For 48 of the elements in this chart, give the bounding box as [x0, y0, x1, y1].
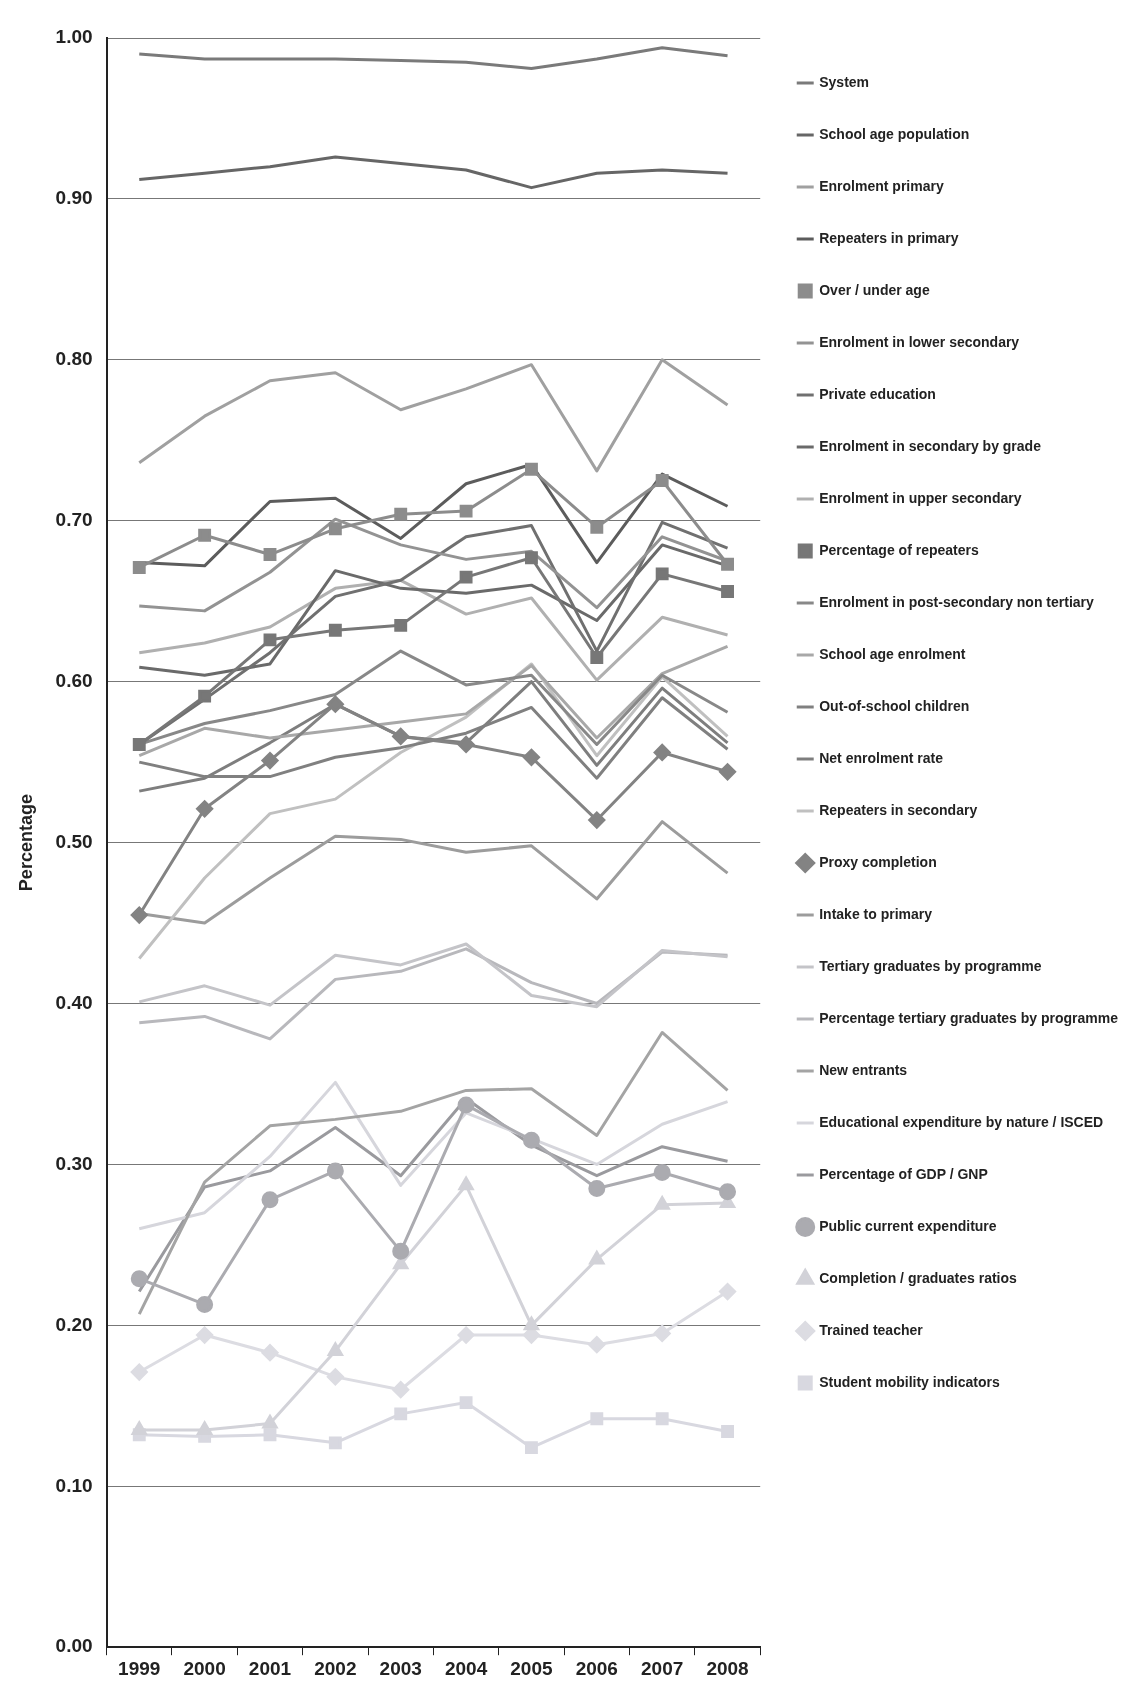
- y-tick-label: 0.00: [55, 1635, 93, 1657]
- legend-label: Percentage tertiary graduates by programme: [819, 1009, 1119, 1026]
- legend-label: Percentage of GDP / GNP: [819, 1165, 988, 1182]
- legend-label: School age population: [819, 125, 970, 142]
- legend-label: Tertiary graduates by programme: [819, 957, 1042, 974]
- y-tick-label: 0.60: [55, 669, 93, 691]
- x-tick-label: 2003: [379, 1657, 422, 1679]
- legend-label: Educational expenditure by nature / ISCED: [819, 1113, 1104, 1130]
- legend-label: Intake to primary: [819, 905, 933, 922]
- x-tick-label: 2006: [575, 1657, 618, 1679]
- legend-label: Repeaters in primary: [819, 229, 959, 246]
- legend-label: Out-of-school children: [819, 697, 970, 714]
- legend-label: Proxy completion: [819, 853, 937, 870]
- legend-label: Enrolment in post-secondary non tertiary: [819, 593, 1095, 610]
- y-tick-label: 0.50: [55, 830, 93, 852]
- legend-label: Net enrolment rate: [819, 749, 944, 766]
- legend-label: Private education: [819, 385, 936, 402]
- y-tick-label: 0.80: [55, 348, 93, 370]
- legend-label: Trained teacher: [819, 1321, 924, 1338]
- legend-label: School age enrolment: [819, 645, 966, 662]
- legend-label: Over / under age: [819, 281, 930, 298]
- legend-label: Repeaters in secondary: [819, 801, 978, 818]
- x-tick-label: 2007: [641, 1657, 684, 1679]
- x-tick-label: 2004: [444, 1657, 488, 1679]
- x-tick-label: 2000: [183, 1657, 226, 1679]
- y-tick-label: 0.20: [55, 1313, 93, 1335]
- y-tick-label: 0.10: [55, 1474, 93, 1496]
- x-tick-label: 2002: [314, 1657, 357, 1679]
- legend-label: New entrants: [819, 1061, 908, 1078]
- legend-label: Enrolment in secondary by grade: [819, 437, 1042, 454]
- y-axis-title: Percentage: [15, 794, 36, 892]
- x-tick-label: 1999: [118, 1657, 161, 1679]
- x-tick-label: 2005: [510, 1657, 554, 1679]
- legend-label: Percentage of repeaters: [819, 541, 979, 558]
- legend-label: Public current expenditure: [819, 1217, 997, 1234]
- legend-label: Enrolment primary: [819, 177, 944, 194]
- y-tick-label: 0.40: [55, 991, 93, 1013]
- legend-label: System: [819, 73, 870, 90]
- legend-label: Student mobility indicators: [819, 1373, 1000, 1390]
- y-tick-label: 0.90: [55, 187, 93, 209]
- legend-label: Enrolment in upper secondary: [819, 489, 1022, 506]
- y-tick-label: 0.70: [55, 508, 93, 530]
- y-tick-label: 0.30: [55, 1152, 93, 1174]
- legend-label: Completion / graduates ratios: [819, 1269, 1018, 1286]
- legend-label: Enrolment in lower secondary: [819, 333, 1020, 350]
- x-tick-label: 2008: [706, 1657, 749, 1679]
- x-tick-label: 2001: [248, 1657, 292, 1679]
- y-tick-label: 1.00: [55, 26, 93, 48]
